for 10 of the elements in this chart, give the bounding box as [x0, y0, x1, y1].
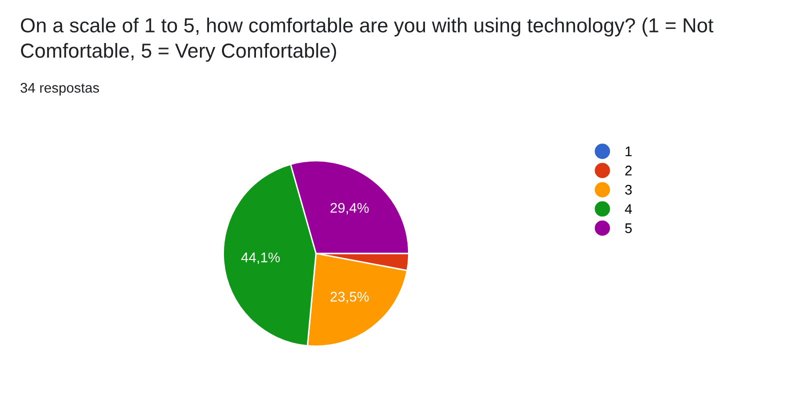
data-label: 29,4% — [330, 202, 369, 214]
data-label: 44,1% — [241, 252, 280, 264]
legend-label: 2 — [625, 166, 632, 176]
text: 34 respostas — [20, 82, 100, 96]
chart-title: On a scale of 1 to 5, how comfortable are you with using technology? (1 = Not Comfortable, 5 = Very Comfortable) — [20, 18, 714, 62]
data-label: 23,5% — [330, 292, 369, 304]
legend-label: 1 — [626, 146, 632, 156]
legend-label: 4 — [624, 204, 632, 214]
legend-label: 3 — [625, 184, 632, 195]
legend-label: 5 — [625, 223, 632, 234]
